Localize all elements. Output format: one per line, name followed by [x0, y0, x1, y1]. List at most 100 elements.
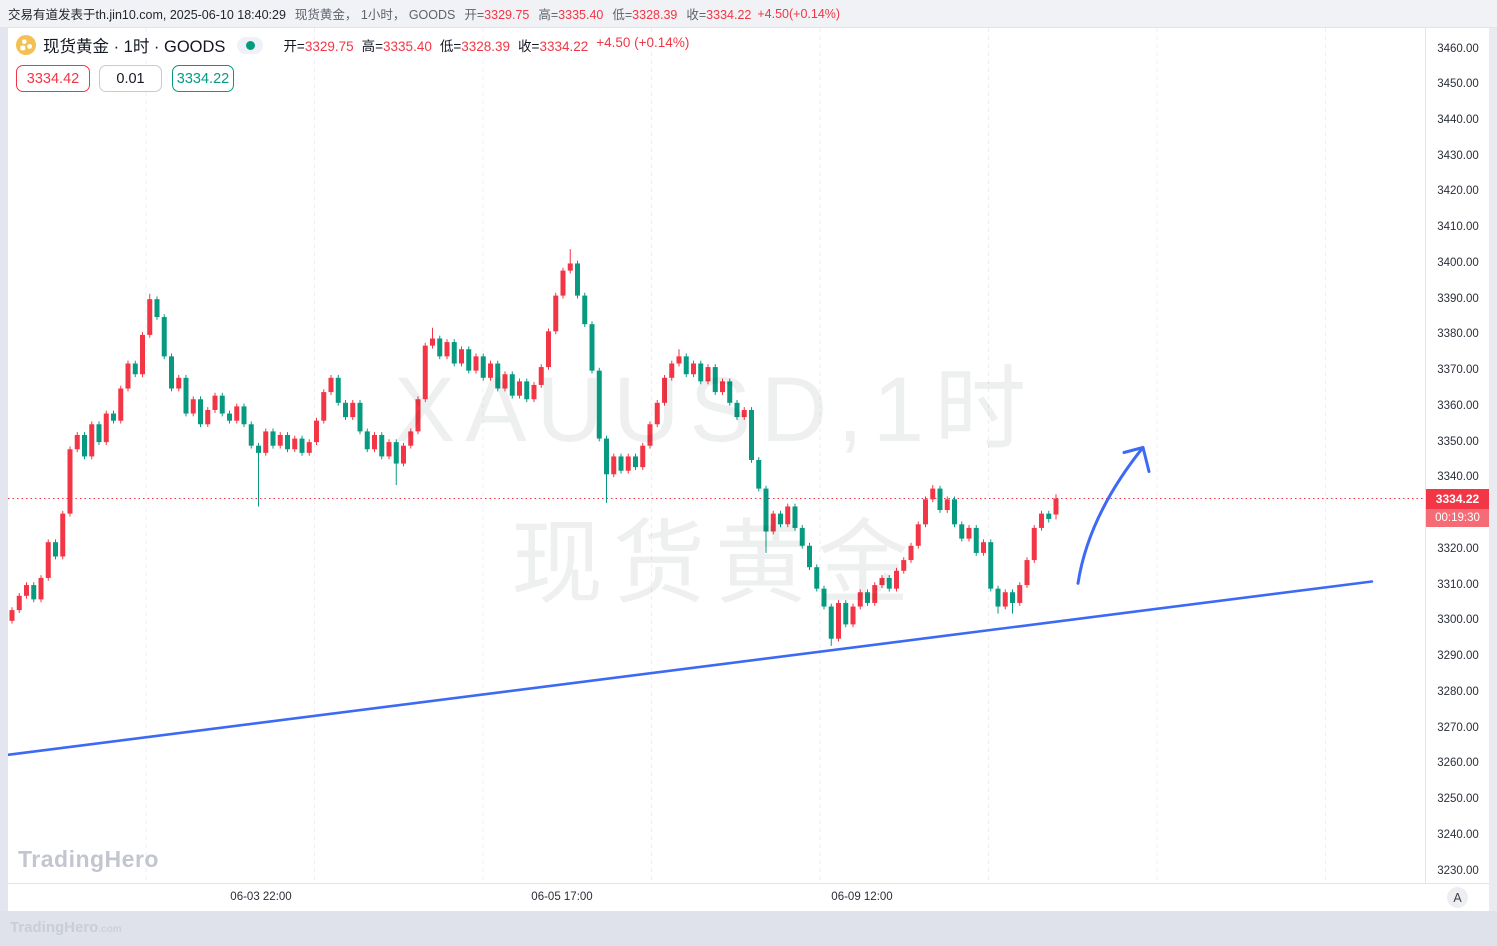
candle-body	[560, 270, 566, 296]
candle-body	[553, 295, 559, 332]
candle-body	[770, 513, 776, 532]
candle-body	[190, 399, 196, 414]
candle-body	[879, 577, 885, 586]
candle-body	[915, 524, 921, 546]
legend-change: +4.50 (+0.14%)	[596, 35, 690, 50]
candle-body	[53, 542, 58, 557]
price-tick-label: 3390.00	[1437, 292, 1479, 305]
candle-body	[567, 263, 573, 271]
candle-body	[850, 606, 856, 625]
right-edge-panel	[1489, 28, 1497, 946]
candle-body	[118, 388, 124, 421]
price-tick-label: 3360.00	[1437, 399, 1479, 412]
candle-body	[82, 434, 87, 457]
candle-body	[38, 577, 44, 600]
candle-body	[60, 513, 66, 557]
candle-body	[676, 356, 682, 364]
price-axis[interactable]: 3460.00 3450.00 3440.00 3430.00 3420.00 3410.…	[1425, 28, 1490, 883]
candle-body	[480, 356, 486, 378]
candle-body	[502, 374, 508, 389]
candle-body	[886, 577, 892, 589]
candle-body	[973, 527, 979, 553]
candle-body	[379, 434, 385, 457]
candle-body	[350, 402, 356, 418]
candle-body	[517, 381, 522, 396]
candle-body	[727, 381, 733, 403]
candle-body	[292, 438, 298, 450]
price-tick-label: 3370.00	[1437, 364, 1479, 377]
candle-body	[1031, 527, 1037, 561]
candle-body	[546, 331, 551, 368]
jin10-logo-icon	[16, 35, 36, 55]
price-tick-label: 3270.00	[1437, 721, 1479, 734]
candle-body	[45, 542, 51, 578]
candle-body	[1039, 513, 1044, 528]
candle-body	[937, 488, 943, 511]
candle-body	[1002, 592, 1008, 607]
candle-body	[923, 499, 928, 525]
candle-body	[357, 402, 363, 432]
candle-body	[756, 460, 762, 489]
candle-body	[734, 402, 740, 418]
time-axis[interactable]: 06-03 22:00 06-05 17:00 06-09 12:00	[0, 883, 1497, 912]
candle-body	[212, 395, 218, 410]
candle-body	[488, 363, 493, 378]
candle-body	[495, 363, 501, 389]
topbar-instrument: 现货黄金， 1小时， GOODS	[294, 8, 456, 22]
candle-body	[712, 367, 718, 393]
spread-value[interactable]: 0.01	[99, 65, 162, 92]
candle-body	[67, 449, 73, 514]
candle-body	[248, 424, 254, 446]
sell-price-button[interactable]: 3334.42	[16, 65, 90, 92]
up-arrow-annotation[interactable]	[1076, 445, 1151, 585]
market-status-pill	[237, 36, 264, 54]
price-tick-label: 3320.00	[1437, 542, 1479, 555]
candle-body	[96, 424, 102, 443]
candle-body	[843, 602, 849, 625]
candle-body	[401, 445, 406, 464]
candle-body	[466, 349, 472, 371]
candle-body	[988, 542, 994, 589]
candle-body	[1046, 513, 1052, 519]
price-tick-label: 3280.00	[1437, 685, 1479, 698]
candle-body	[640, 445, 646, 468]
candle-body	[538, 367, 544, 385]
candle-body	[256, 445, 261, 453]
buy-price-button[interactable]: 3334.22	[172, 65, 234, 92]
candle-body	[589, 324, 595, 371]
candle-body	[234, 406, 240, 421]
candle-body	[749, 409, 754, 460]
candle-body	[531, 384, 537, 400]
trendline-support[interactable]	[6, 580, 1374, 757]
candle-body	[335, 377, 341, 403]
candle-body	[321, 392, 327, 421]
price-tick-label: 3260.00	[1437, 757, 1479, 770]
auto-scale-button[interactable]: A	[1447, 887, 1468, 908]
candlestick-series	[9, 249, 1059, 646]
candle-body	[618, 456, 624, 471]
legend-low: 低=3328.39	[439, 39, 511, 54]
footer-bar: TradingHero.com	[0, 911, 1497, 946]
candle-body	[509, 374, 515, 396]
candle-body	[698, 363, 704, 382]
price-tick-label: 3440.00	[1437, 113, 1479, 126]
chart-legend: 现货黄金 · 1时 · GOODS 开=3329.75 高=3335.40 低=…	[16, 34, 689, 92]
candle-body	[1053, 498, 1059, 515]
price-tick-label: 3250.00	[1437, 793, 1479, 806]
candle-body	[176, 377, 182, 389]
legend-high: 高=3335.40	[361, 39, 432, 54]
candle-body	[154, 299, 160, 318]
candle-body	[132, 363, 138, 375]
price-tick-label: 3430.00	[1437, 149, 1479, 162]
candle-body	[451, 342, 457, 364]
market-open-dot-icon	[245, 40, 255, 50]
candle-body	[31, 585, 37, 600]
candle-body	[785, 506, 791, 525]
arrow-head	[1122, 445, 1151, 473]
price-tick-label: 3340.00	[1437, 471, 1479, 484]
candle-body	[604, 438, 609, 475]
candle-body	[1010, 592, 1015, 603]
candle-body	[408, 431, 414, 446]
